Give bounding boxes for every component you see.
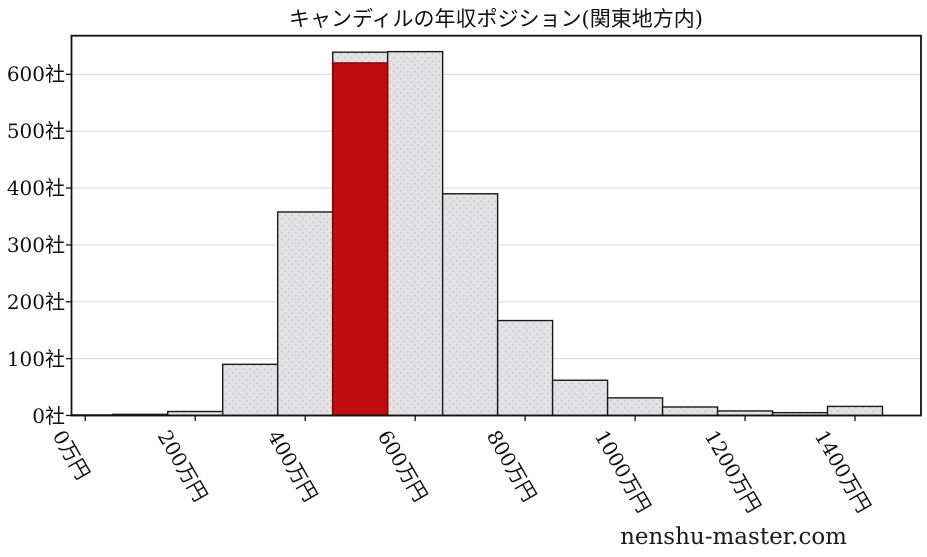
histogram-bar [551, 379, 609, 417]
y-tick-label: 200社 [6, 289, 65, 314]
y-tick-label: 300社 [6, 232, 65, 257]
y-tick-label: 0社 [32, 403, 65, 428]
histogram-bar [661, 406, 719, 417]
histogram-bar [496, 319, 554, 417]
y-tick-label: 400社 [6, 176, 65, 201]
histogram-bar [441, 193, 499, 417]
histogram-bar [826, 405, 884, 417]
chart-title: キャンディルの年収ポジション(関東地方内) [289, 7, 703, 31]
histogram-bar [606, 397, 664, 417]
highlight-bar [331, 62, 389, 417]
histogram-bar [386, 50, 444, 417]
y-tick-label: 600社 [6, 62, 65, 87]
y-tick-label: 100社 [6, 346, 65, 371]
watermark: nenshu-master.com [620, 524, 847, 550]
plot-border [70, 34, 922, 417]
histogram-bar [222, 363, 279, 417]
histogram-bar [276, 211, 334, 417]
y-tick-label: 500社 [6, 119, 65, 144]
